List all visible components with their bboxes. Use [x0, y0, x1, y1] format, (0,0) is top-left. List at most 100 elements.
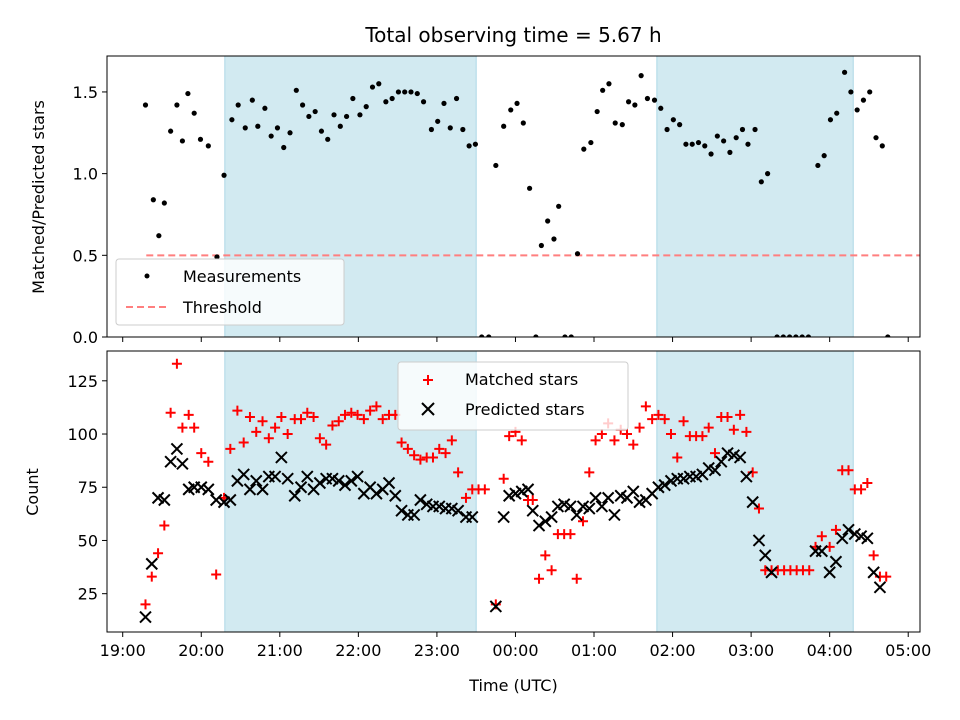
measurement-point	[185, 90, 191, 97]
predicted-star-point	[145, 557, 158, 571]
x-tick-label: 19:00	[100, 641, 146, 660]
predicted-star-point	[338, 478, 352, 492]
measurement-point	[408, 89, 414, 95]
measurement-point	[885, 334, 891, 337]
matched-star-point	[203, 456, 214, 467]
matched-star-point	[804, 565, 815, 576]
matched-star-point	[371, 401, 382, 412]
predicted-star-point	[268, 470, 282, 483]
measurement-point	[274, 125, 281, 131]
predicted-star-point	[370, 487, 383, 500]
matched-star-point	[653, 409, 664, 420]
measurement-point	[821, 153, 827, 159]
predicted-star-point	[407, 508, 421, 522]
bottom-axes-frame	[106, 350, 921, 633]
matched-star-point	[296, 414, 307, 425]
measurement-point	[414, 90, 420, 97]
measurement-point	[453, 95, 460, 102]
measurement-point	[600, 87, 606, 93]
matched-star-point	[270, 422, 281, 433]
predicted-star-point	[759, 549, 772, 562]
matched-star-point	[741, 426, 752, 437]
measurement-point	[799, 334, 805, 337]
matched-star-point	[446, 435, 457, 446]
predicted-star-point	[224, 493, 237, 507]
measurement-point	[514, 100, 520, 106]
x-tick-label: 00:00	[492, 641, 538, 660]
measurement-point	[395, 89, 402, 95]
measurement-point	[318, 128, 325, 134]
measurement-point	[551, 236, 557, 242]
measurement-point	[420, 99, 427, 105]
measurement-point	[191, 110, 197, 116]
matched-star-point	[257, 416, 268, 427]
predicted-star-point	[345, 474, 358, 488]
measurement-point	[805, 334, 812, 337]
matched-star-point	[146, 571, 157, 582]
matched-star-point	[263, 433, 274, 444]
predicted-star-point	[583, 502, 596, 515]
predicted-star-point	[765, 566, 778, 579]
measurement-point	[815, 162, 821, 169]
matched-star-point	[609, 435, 620, 446]
measurement-point	[287, 130, 293, 136]
measurement-point	[867, 89, 873, 95]
measurement-point	[197, 136, 204, 142]
matched-star-point	[352, 409, 363, 420]
measurement-point	[758, 179, 764, 185]
matched-star-point	[365, 405, 376, 416]
predicted-star-point	[715, 455, 728, 468]
predicted-star-point	[256, 483, 269, 496]
predicted-star-point	[294, 481, 308, 494]
measurement-point	[441, 100, 447, 106]
measurement-point	[447, 125, 453, 131]
measurement-point	[281, 144, 287, 151]
predicted-star-point	[595, 500, 609, 513]
measurement-point	[619, 122, 625, 128]
matched-star-point	[546, 565, 557, 576]
top-axes-frame	[106, 55, 921, 338]
bottom-y-axis-label: Count	[23, 468, 42, 516]
predicted-star-point	[601, 491, 615, 505]
measurement-point	[588, 139, 594, 146]
measurement-point	[383, 99, 389, 105]
measurement-point	[568, 334, 574, 337]
predicted-star-point	[158, 493, 171, 507]
matched-star-point	[565, 529, 576, 540]
matched-star-point	[881, 571, 892, 582]
measurement-point	[337, 123, 343, 129]
predicted-star-point	[202, 483, 215, 496]
shaded-interval	[656, 56, 854, 337]
measurement-point	[389, 95, 395, 102]
matched-star-point	[590, 435, 601, 446]
predicted-star-point	[489, 600, 503, 613]
measurement-point	[343, 113, 350, 120]
measurement-point	[841, 69, 848, 75]
matched-star-point	[516, 435, 527, 446]
measurement-point	[745, 141, 751, 147]
predicted-star-point	[829, 555, 843, 568]
measurement-point	[306, 113, 312, 120]
x-axis-label: Time (UTC)	[468, 676, 557, 695]
x-tick-label: 20:00	[178, 641, 224, 660]
measurement-point	[174, 102, 180, 108]
measurement-point	[625, 99, 632, 105]
matched-star-point	[333, 416, 344, 427]
matched-star-point	[440, 448, 451, 459]
measurement-point	[299, 102, 306, 108]
matched-star-point	[578, 516, 589, 527]
matched-star-points	[140, 358, 892, 610]
predicted-star-point	[708, 464, 722, 477]
matched-star-point	[302, 407, 313, 418]
predicted-star-point	[237, 468, 250, 481]
y-tick-label: 25	[78, 585, 98, 604]
matched-star-point	[665, 429, 676, 440]
x-tick-label: 03:00	[728, 641, 774, 660]
matched-star-point	[498, 473, 509, 484]
matched-star-point	[358, 414, 369, 425]
legend-measurements-label: Measurements	[183, 267, 301, 286]
predicted-star-point	[532, 519, 546, 532]
predicted-star-point	[545, 510, 558, 524]
matched-star-point	[377, 414, 388, 425]
x-tick-label: 21:00	[257, 641, 303, 660]
